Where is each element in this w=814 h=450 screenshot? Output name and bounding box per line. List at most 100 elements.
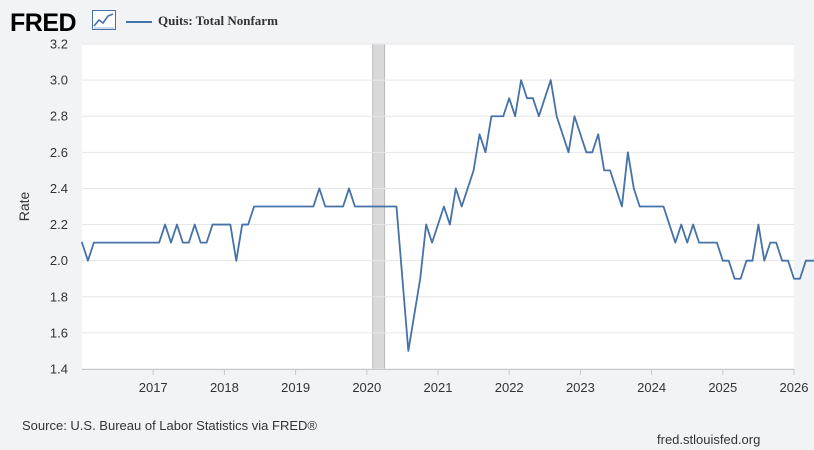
data-point	[99, 241, 101, 243]
fred-logo[interactable]: FRED	[10, 9, 77, 37]
x-tick-label: 2026	[780, 380, 809, 395]
data-point	[259, 205, 261, 207]
data-point	[484, 151, 486, 153]
data-point	[633, 187, 635, 189]
data-point	[223, 223, 225, 225]
data-point	[490, 115, 492, 117]
data-point	[751, 259, 753, 261]
header: FRED Quits: Total Nonfarm	[8, 6, 408, 37]
data-point	[686, 241, 688, 243]
data-point	[146, 241, 148, 243]
data-point	[152, 241, 154, 243]
data-point	[526, 97, 528, 99]
data-point	[354, 205, 356, 207]
data-point	[170, 241, 172, 243]
data-point	[609, 169, 611, 171]
data-point	[656, 205, 658, 207]
y-tick-label: 1.6	[50, 325, 68, 340]
data-point	[603, 169, 605, 171]
data-point	[573, 115, 575, 117]
y-tick-label: 2.4	[50, 181, 68, 196]
data-point	[668, 223, 670, 225]
plot-area	[82, 44, 794, 369]
data-point	[579, 133, 581, 135]
data-point	[348, 187, 350, 189]
data-point	[532, 97, 534, 99]
data-point	[799, 278, 801, 280]
data-point	[615, 187, 617, 189]
data-point	[247, 223, 249, 225]
data-point	[787, 259, 789, 261]
data-point	[621, 205, 623, 207]
data-point	[318, 187, 320, 189]
data-point	[81, 241, 83, 243]
data-point	[253, 205, 255, 207]
data-point	[265, 205, 267, 207]
y-tick-label: 1.8	[50, 289, 68, 304]
data-point	[437, 223, 439, 225]
data-point	[716, 241, 718, 243]
data-point	[704, 241, 706, 243]
data-point	[544, 97, 546, 99]
data-point	[383, 205, 385, 207]
data-point	[805, 259, 807, 261]
legend-label: Quits: Total Nonfarm	[158, 13, 278, 28]
data-point	[514, 115, 516, 117]
data-point	[775, 241, 777, 243]
data-point	[449, 223, 451, 225]
x-tick-label: 2017	[139, 380, 168, 395]
data-point	[585, 151, 587, 153]
data-point	[538, 115, 540, 117]
data-point	[739, 278, 741, 280]
data-point	[710, 241, 712, 243]
data-point	[413, 314, 415, 316]
data-point	[336, 205, 338, 207]
data-point	[342, 205, 344, 207]
y-tick-label: 2.2	[50, 217, 68, 232]
data-point	[366, 205, 368, 207]
data-point	[757, 223, 759, 225]
data-point	[277, 205, 279, 207]
data-point	[164, 223, 166, 225]
data-point	[188, 241, 190, 243]
data-point	[300, 205, 302, 207]
data-point	[520, 79, 522, 81]
data-point	[110, 241, 112, 243]
y-tick-label: 3.2	[50, 37, 68, 52]
site-url[interactable]: fred.stlouisfed.org	[657, 432, 761, 447]
data-point	[698, 241, 700, 243]
data-point	[205, 241, 207, 243]
data-point	[496, 115, 498, 117]
data-point	[662, 205, 664, 207]
data-point	[692, 223, 694, 225]
data-point	[769, 241, 771, 243]
y-tick-label: 1.4	[50, 362, 68, 377]
data-point	[811, 259, 813, 261]
data-point	[407, 350, 409, 352]
legend-swatch	[126, 21, 152, 23]
x-tick-label: 2021	[424, 380, 453, 395]
data-point	[502, 115, 504, 117]
data-point	[627, 151, 629, 153]
x-tick-label: 2020	[352, 380, 381, 395]
line-chart: 1.4 1.6 1.8 2.0 2.2 2.4 2.6 2.8 3.0 3.2 2017 2018 20…	[16, 37, 814, 395]
data-point	[550, 79, 552, 81]
data-point	[271, 205, 273, 207]
series-line	[81, 79, 814, 352]
data-point	[478, 133, 480, 135]
data-point	[229, 223, 231, 225]
data-point	[194, 223, 196, 225]
data-point	[372, 205, 374, 207]
data-point	[288, 205, 290, 207]
data-point	[674, 241, 676, 243]
data-point	[93, 241, 95, 243]
data-point	[235, 259, 237, 261]
data-point	[283, 205, 285, 207]
data-point	[443, 205, 445, 207]
x-tick-label: 2019	[281, 380, 310, 395]
data-point	[217, 223, 219, 225]
data-point	[105, 241, 107, 243]
data-point	[199, 241, 201, 243]
data-point	[680, 223, 682, 225]
line-chart-icon	[92, 10, 116, 30]
